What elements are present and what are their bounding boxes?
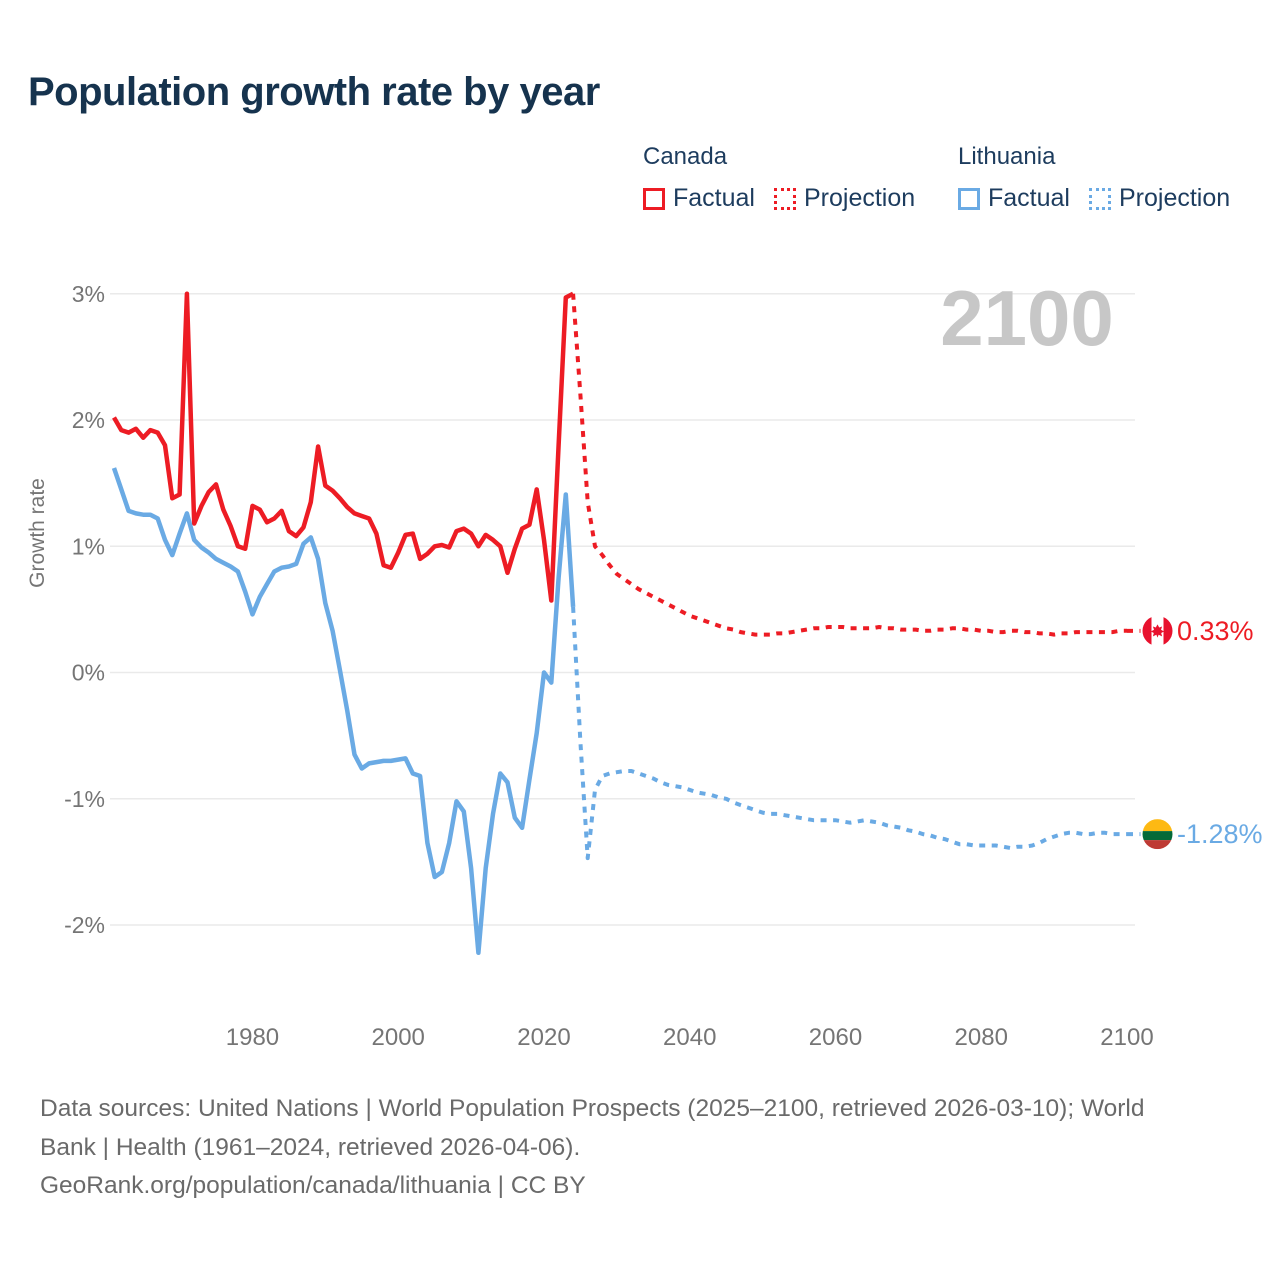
legend-item-canada-factual[interactable]: Factual — [643, 184, 755, 213]
y-axis-title: Growth rate — [26, 478, 49, 588]
legend-row-lithuania: Factual Projection — [958, 184, 1230, 213]
legend-item-lithuania-projection[interactable]: Projection — [1088, 184, 1231, 213]
attribution-line: GeoRank.org/population/canada/lithuania … — [40, 1172, 586, 1199]
lithuania-projection-swatch-icon — [1088, 187, 1111, 210]
x-tick-label: 2100 — [1100, 1024, 1153, 1051]
footer: Data sources: United Nations | World Pop… — [40, 1090, 1144, 1206]
y-tick-label: 0% — [72, 660, 105, 686]
legend-country-canada: Canada — [643, 143, 728, 170]
legend-item-lithuania-factual[interactable]: Factual — [958, 184, 1070, 213]
legend-group-canada: Canada Factual Projection — [643, 143, 915, 213]
x-tick-label: 2080 — [955, 1024, 1008, 1051]
data-sources-line-2: Bank | Health (1961–2024, retrieved 2026… — [40, 1133, 581, 1161]
x-tick-label: 2060 — [809, 1024, 862, 1051]
data-sources-line-1: Data sources: United Nations | World Pop… — [40, 1095, 1145, 1122]
canada-end-value: 0.33% — [1177, 616, 1254, 646]
x-tick-label: 2000 — [372, 1024, 425, 1051]
y-tick-label: 2% — [72, 407, 105, 433]
lithuania-flag-icon — [1142, 819, 1173, 850]
page-title: Population growth rate by year — [28, 70, 600, 114]
y-tick-label: -2% — [64, 912, 105, 938]
legend-row-canada: Factual Projection — [643, 184, 915, 213]
y-tick-label: 1% — [72, 533, 105, 559]
legend-country-lithuania: Lithuania — [958, 143, 1056, 170]
legend-label: Projection — [1118, 184, 1231, 212]
legend-label: Projection — [803, 184, 916, 212]
lithuania-projection-line — [571, 606, 1127, 861]
x-tick-label: 1980 — [226, 1024, 279, 1051]
lithuania-factual-line — [111, 467, 576, 956]
canada-flag-icon — [1142, 615, 1173, 646]
legend-item-canada-projection[interactable]: Projection — [773, 184, 916, 213]
lithuania-end-value: -1.28% — [1177, 819, 1263, 849]
legend-label: Factual — [673, 184, 755, 212]
y-tick-label: -1% — [64, 786, 105, 812]
x-tick-label: 2040 — [663, 1024, 716, 1051]
lithuania-factual-swatch-icon — [958, 187, 980, 210]
legend-group-lithuania: Lithuania Factual Projection — [958, 143, 1230, 213]
y-tick-label: 3% — [72, 281, 105, 307]
legend-label: Factual — [988, 184, 1070, 212]
canada-projection-swatch-icon — [773, 187, 796, 210]
x-tick-label: 2020 — [517, 1024, 570, 1051]
canada-factual-swatch-icon — [643, 187, 665, 210]
canada-factual-line — [112, 291, 575, 603]
watermark-year: 2100 — [940, 274, 1114, 362]
